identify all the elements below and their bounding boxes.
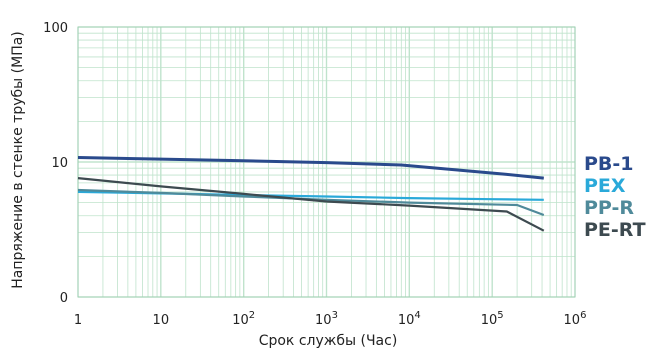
x-tick-label: 10 [153,313,170,328]
grid [77,26,576,298]
plot-frame [77,26,576,298]
series-line-pp-r [77,188,545,217]
x-tick-label: 103 [315,310,338,328]
series-lines [77,156,545,232]
legend-entry-pb-1: PB-1 [584,153,634,175]
legend-entry-pp-r: PP-R [584,197,634,219]
y-axis-ticks: 0 10 100 [43,21,68,306]
x-tick-label: 105 [481,310,504,328]
x-axis-ticks: 1 10 102 103 104 105 106 [74,310,587,328]
legend-entry-pex: PEX [584,175,626,197]
y-axis-label: Напряжение в стенке трубы (МПа) [10,31,26,289]
y-tick-label: 100 [43,21,68,36]
series-line-pe-rt [77,177,545,232]
series-line-pb-1 [77,156,544,180]
legend-entry-pe-rt: PE-RT [584,219,646,241]
y-tick-label: 0 [60,291,68,306]
x-tick-label: 106 [564,310,587,328]
x-tick-label: 1 [74,313,82,328]
x-axis-label: Срок службы (Час) [259,333,398,349]
y-tick-label: 10 [51,156,68,171]
x-tick-label: 102 [232,310,255,328]
x-tick-label: 104 [398,310,421,328]
